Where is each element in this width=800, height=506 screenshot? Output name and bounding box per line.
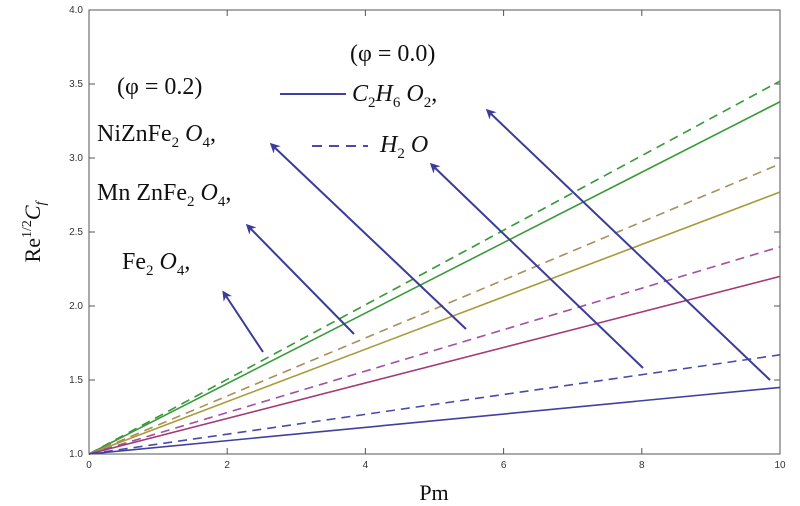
y-tick-label: 2.5 bbox=[69, 227, 83, 238]
label-niznfe2o4: NiZnFe2 O4, bbox=[97, 121, 216, 151]
annotation-phi-0-2: (φ = 0.2) bbox=[117, 74, 202, 100]
x-tick-label: 10 bbox=[774, 460, 786, 471]
y-tick-label: 4.0 bbox=[69, 5, 83, 16]
series-line-3 bbox=[88, 163, 781, 455]
arrow-h2o bbox=[429, 162, 644, 369]
y-tick-label: 1.5 bbox=[69, 375, 83, 386]
label-fe2o4: Fe2 O4, bbox=[122, 249, 190, 279]
x-axis-title: Pm bbox=[419, 480, 448, 505]
arrow-c2h6o2 bbox=[485, 108, 771, 381]
y-tick-label: 2.0 bbox=[69, 301, 83, 312]
x-tick-label: 0 bbox=[86, 460, 92, 471]
series-layer bbox=[88, 80, 781, 455]
annotation-phi-0-0: (φ = 0.0) bbox=[350, 41, 435, 67]
arrow-fe2o4 bbox=[222, 290, 264, 353]
series-line-1 bbox=[88, 80, 781, 455]
axis-ticks: 0 2 4 6 8 10 1.0 1.5 2.0 2.5 3.0 3.5 4.0 bbox=[69, 5, 786, 471]
y-axis-title: Re1/2Cf bbox=[20, 199, 49, 262]
series-line-2 bbox=[88, 101, 781, 455]
series-line-7 bbox=[88, 354, 781, 455]
x-tick-label: 2 bbox=[224, 460, 230, 471]
series-line-4 bbox=[88, 191, 781, 455]
series-line-6 bbox=[88, 275, 781, 455]
series-line-8 bbox=[88, 386, 781, 455]
x-tick-label: 6 bbox=[501, 460, 507, 471]
arrow-mnznfe2o4 bbox=[245, 223, 355, 335]
label-h2o: H2 O bbox=[379, 132, 428, 162]
label-mnznfe2o4: Mn ZnFe2 O4, bbox=[97, 180, 231, 210]
annotation-arrows bbox=[222, 108, 771, 381]
y-tick-label: 1.0 bbox=[69, 449, 83, 460]
y-tick-label: 3.5 bbox=[69, 79, 83, 90]
arrow-niznfe2o4 bbox=[269, 142, 467, 330]
series-line-5 bbox=[88, 246, 781, 455]
x-tick-label: 4 bbox=[363, 460, 369, 471]
label-c2h6o2: C2H6 O2, bbox=[352, 81, 437, 111]
x-tick-label: 8 bbox=[639, 460, 645, 471]
y-tick-label: 3.0 bbox=[69, 153, 83, 164]
